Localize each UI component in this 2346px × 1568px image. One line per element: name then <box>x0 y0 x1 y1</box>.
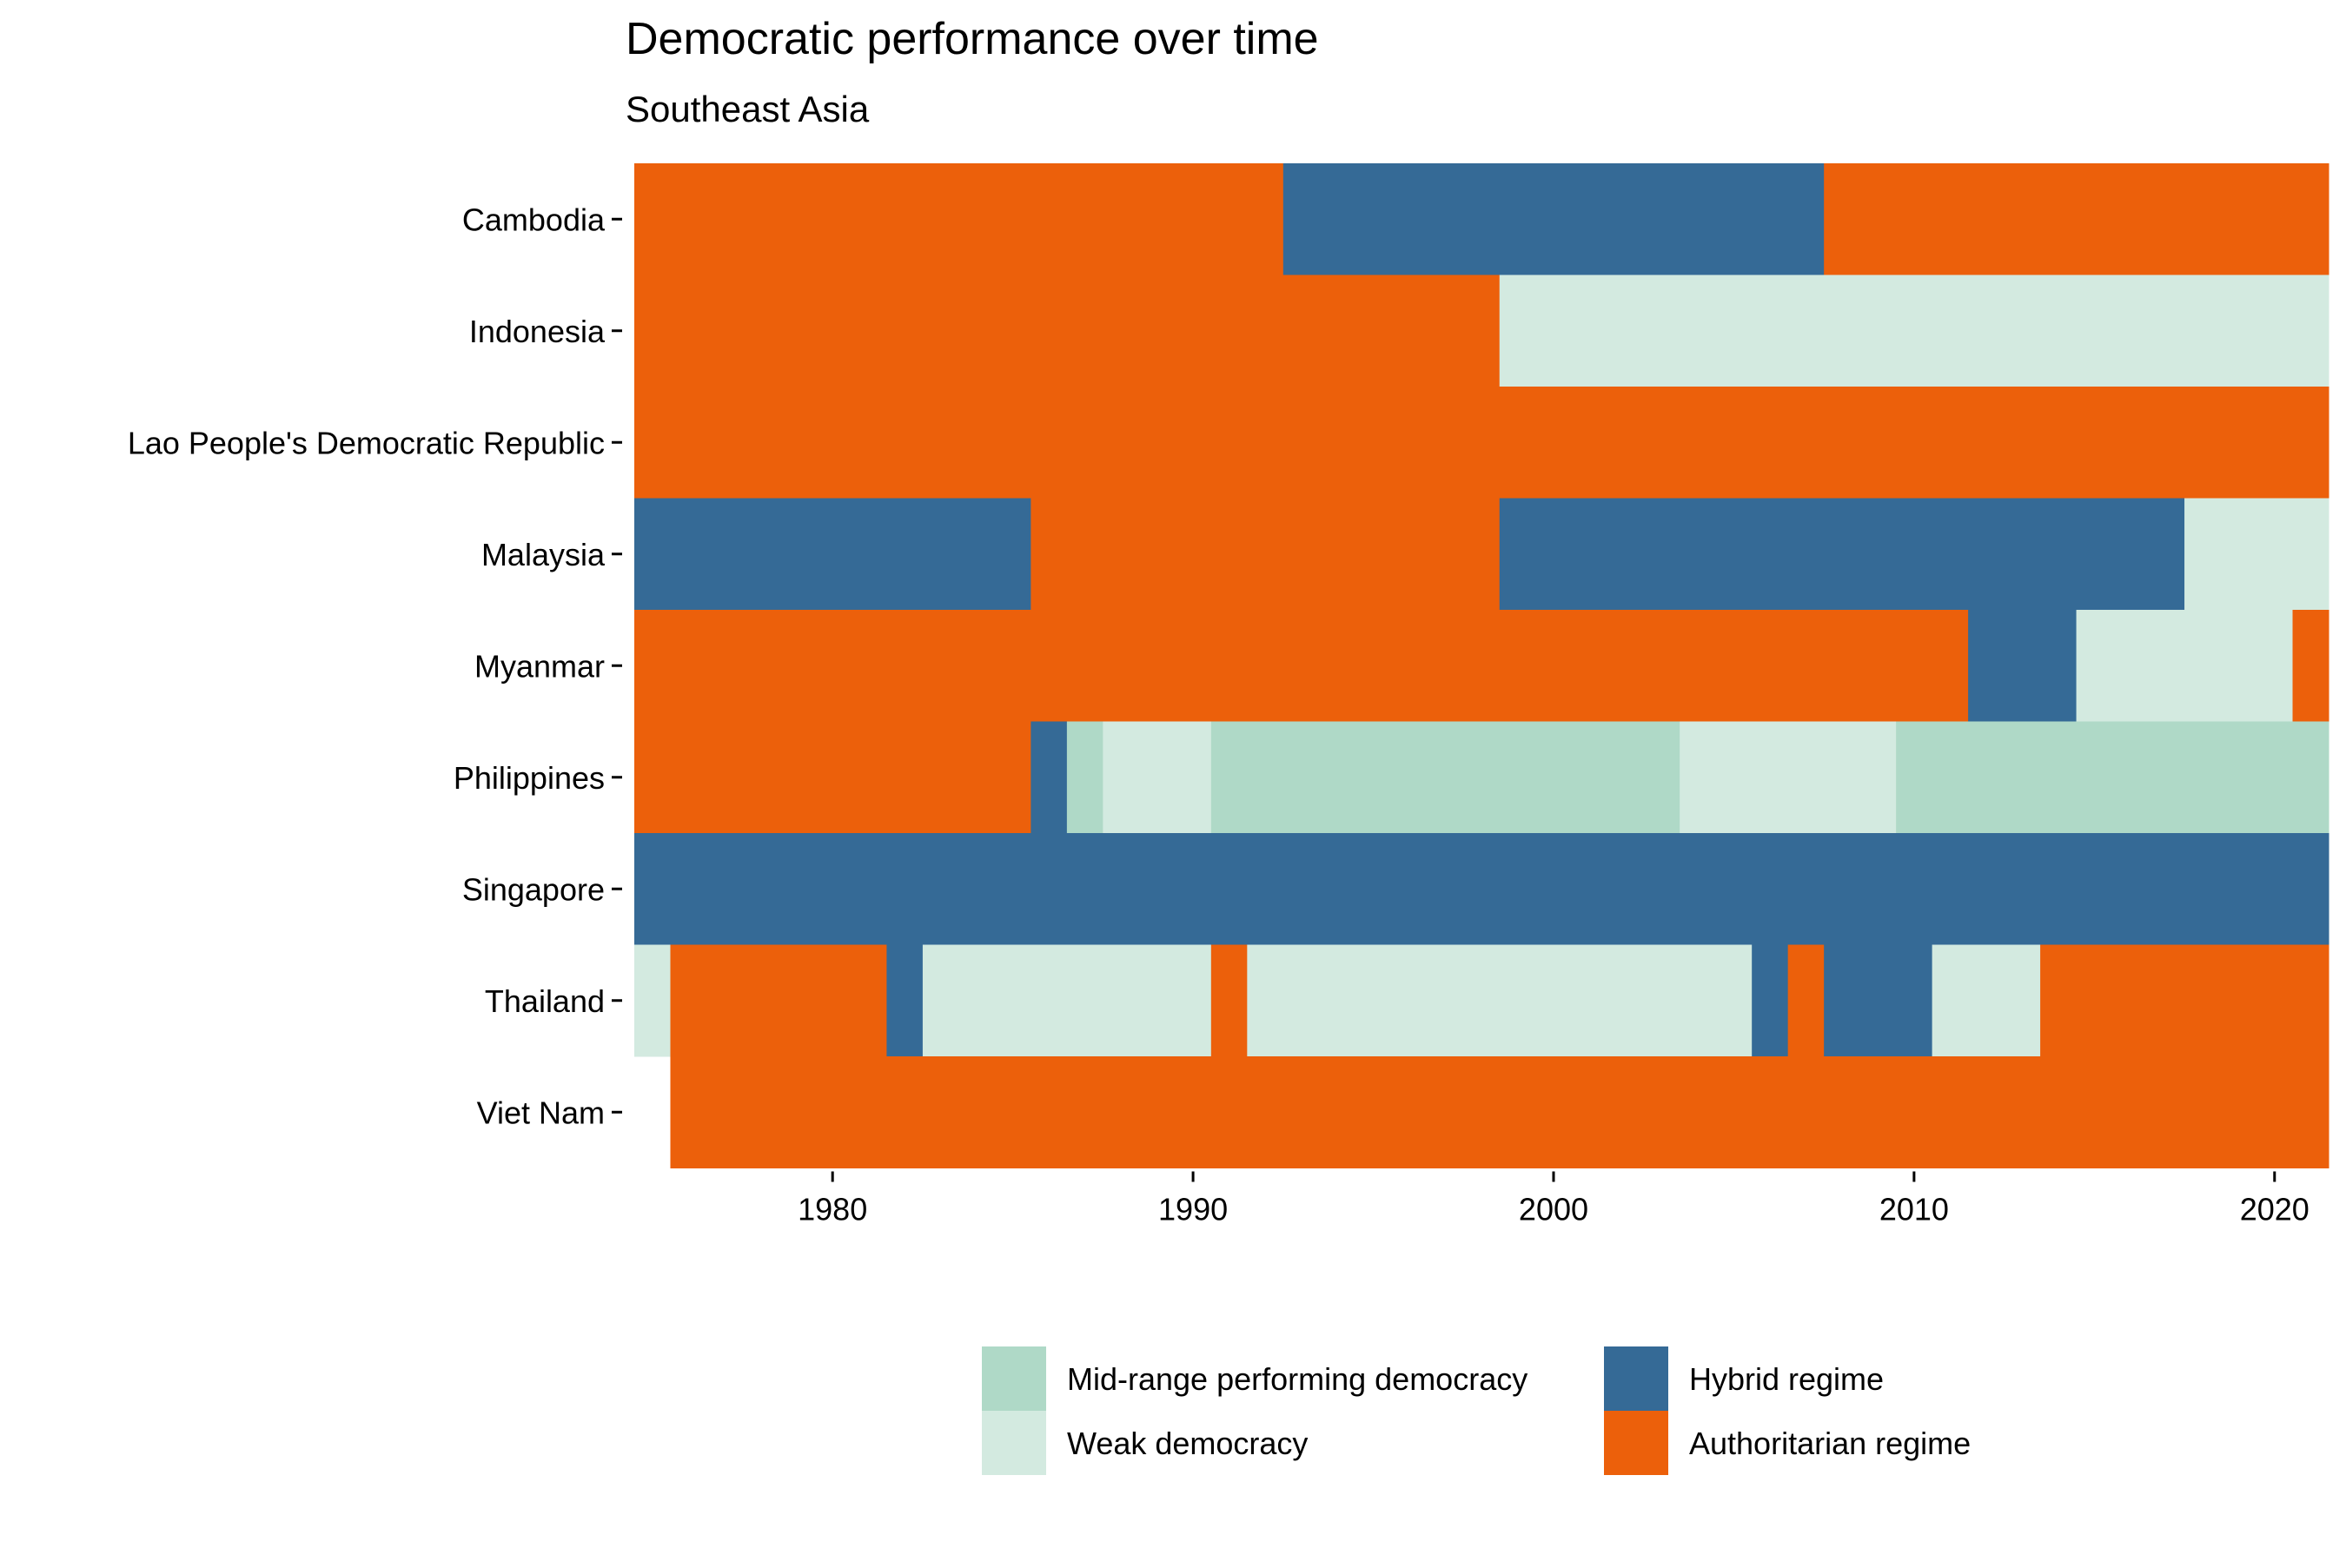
x-tick-label-1990: 1990 <box>1158 1192 1228 1227</box>
y-tick-label-thailand: Thailand <box>485 983 605 1019</box>
cell-philippines-1991-2003 <box>1210 721 1680 834</box>
cell-viet-nam-1976-2021 <box>670 1056 2329 1168</box>
y-axis: Cambodia Indonesia Lao People's Democratic… <box>128 202 622 1130</box>
cell-malaysia-1975-1985 <box>634 498 1031 611</box>
heatmap-cells <box>634 163 2329 1168</box>
cell-thailand-1991-1991 <box>1210 944 1248 1057</box>
cell-malaysia-2018-2021 <box>2184 498 2329 611</box>
legend-label-weak: Weak democracy <box>1067 1426 1308 1461</box>
legend-swatch-weak <box>982 1411 1046 1475</box>
legend-swatch-hybrid <box>1604 1346 1668 1411</box>
x-tick-label-2010: 2010 <box>1879 1192 1949 1227</box>
x-tick-label-2020: 2020 <box>2240 1192 2310 1227</box>
chart-title: Democratic performance over time <box>626 14 1319 64</box>
cell-philippines-1987-1987 <box>1066 721 1103 834</box>
legend-swatch-auth <box>1604 1411 1668 1475</box>
cell-philippines-1986-1986 <box>1031 721 1068 834</box>
cell-philippines-1988-1990 <box>1103 721 1212 834</box>
y-tick-label-myanmar: Myanmar <box>474 648 605 684</box>
cell-singapore-1975-2021 <box>634 833 2329 945</box>
cell-malaysia-1986-1998 <box>1031 498 1501 611</box>
chart-subtitle: Southeast Asia <box>626 89 870 129</box>
y-tick-label-malaysia: Malaysia <box>481 537 606 572</box>
cell-lao-people-s-democratic-republic-1975-2021 <box>634 387 2329 499</box>
y-tick-label-lao-people-s-democratic-republic: Lao People's Democratic Republic <box>128 425 605 460</box>
cell-thailand-1992-2005 <box>1247 944 1753 1057</box>
legend-label-auth: Authoritarian regime <box>1689 1426 1971 1461</box>
cell-thailand-1975-1975 <box>634 944 671 1057</box>
cell-myanmar-1975-2011 <box>634 610 1969 722</box>
y-tick-label-cambodia: Cambodia <box>462 202 606 237</box>
x-tick-label-1980: 1980 <box>798 1192 867 1227</box>
cell-thailand-2006-2006 <box>1752 944 1789 1057</box>
legend-label-mid: Mid-range performing democracy <box>1067 1361 1528 1397</box>
cell-philippines-2010-2021 <box>1896 721 2329 834</box>
cell-philippines-2004-2009 <box>1680 721 1897 834</box>
cell-cambodia-2008-2021 <box>1824 163 2329 275</box>
cell-malaysia-1999-2017 <box>1499 498 2185 611</box>
cell-indonesia-1999-2021 <box>1499 275 2329 387</box>
cell-thailand-1982-1982 <box>886 944 924 1057</box>
cell-myanmar-2015-2020 <box>2076 610 2294 722</box>
x-tick-label-2000: 2000 <box>1519 1192 1588 1227</box>
cell-cambodia-1993-2007 <box>1282 163 1825 275</box>
cell-myanmar-2012-2014 <box>1968 610 2078 722</box>
cell-myanmar-2021-2021 <box>2292 610 2329 722</box>
cell-thailand-1976-1981 <box>670 944 887 1057</box>
legend-swatch-mid <box>982 1346 1046 1411</box>
cell-thailand-2014-2021 <box>2040 944 2329 1057</box>
cell-thailand-2008-2010 <box>1824 944 1933 1057</box>
legend: Mid-range performing democracy Weak democ… <box>982 1346 1971 1475</box>
cell-indonesia-1975-1998 <box>634 275 1501 387</box>
cell-philippines-1975-1985 <box>634 721 1031 834</box>
legend-label-hybrid: Hybrid regime <box>1689 1361 1884 1397</box>
y-tick-label-philippines: Philippines <box>454 760 605 796</box>
cell-thailand-2007-2007 <box>1787 944 1825 1057</box>
y-tick-label-viet-nam: Viet Nam <box>477 1095 605 1130</box>
x-axis: 1980 1990 2000 2010 2020 <box>798 1171 2310 1227</box>
y-tick-label-indonesia: Indonesia <box>469 314 606 349</box>
y-tick-label-singapore: Singapore <box>462 871 605 907</box>
cell-cambodia-1975-1992 <box>634 163 1284 275</box>
cell-thailand-2011-2013 <box>1932 944 2041 1057</box>
cell-thailand-1983-1990 <box>922 944 1212 1057</box>
